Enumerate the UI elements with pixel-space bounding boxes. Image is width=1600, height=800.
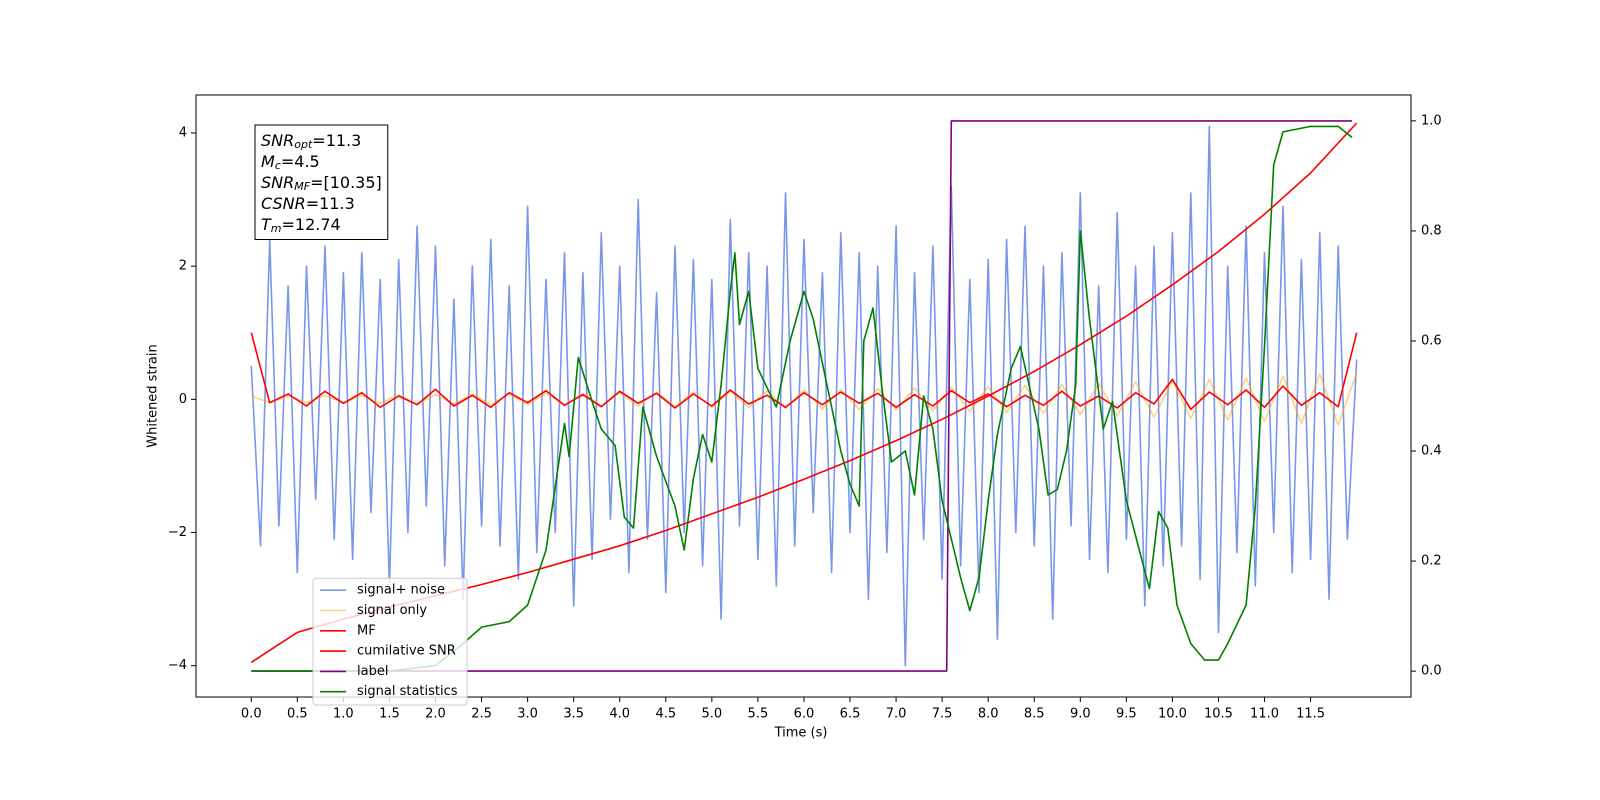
y-tick-label: −2 bbox=[168, 525, 187, 540]
x-tick-label: 3.5 bbox=[563, 707, 584, 722]
annotation-value: =12.74 bbox=[282, 215, 341, 234]
x-tick-label: 11.0 bbox=[1250, 707, 1279, 722]
plot-frame bbox=[195, 94, 1412, 698]
series-line bbox=[250, 332, 1358, 411]
y-tick-label: −4 bbox=[168, 658, 187, 673]
x-tick-label: 0.0 bbox=[241, 707, 262, 722]
x-tick-label: 11.5 bbox=[1296, 707, 1325, 722]
annotation-symbol: SNR bbox=[261, 173, 294, 192]
x-tick-label: 9.5 bbox=[1116, 707, 1137, 722]
x-tick-label: 1.5 bbox=[379, 707, 400, 722]
annotation-symbol: T bbox=[261, 215, 272, 234]
x-tick-label: 5.5 bbox=[748, 707, 769, 722]
legend-label: label bbox=[357, 664, 388, 679]
annotation-value: =11.3 bbox=[306, 194, 355, 213]
annotation-line: SNRopt=11.3 bbox=[261, 131, 361, 152]
annotation-box bbox=[254, 124, 389, 240]
x-tick-label: 6.0 bbox=[794, 707, 815, 722]
annotation-line: Mc=4.5 bbox=[261, 152, 320, 173]
legend-label: signal+ noise bbox=[357, 583, 445, 598]
annotation-value: =[10.35] bbox=[310, 173, 382, 192]
x-tick-label: 9.0 bbox=[1070, 707, 1091, 722]
y-axis-label: Whitened strain bbox=[146, 344, 161, 447]
legend-label: signal statistics bbox=[357, 684, 458, 699]
annotation-subscript: c bbox=[275, 159, 281, 172]
x-tick-label: 5.0 bbox=[702, 707, 723, 722]
x-tick-label: 6.5 bbox=[840, 707, 861, 722]
y2-tick-label: 0.2 bbox=[1421, 554, 1442, 569]
legend-label: MF bbox=[357, 623, 376, 638]
x-tick-label: 0.5 bbox=[287, 707, 308, 722]
annotation-symbol: M bbox=[261, 152, 275, 171]
annotation-symbol: SNR bbox=[261, 131, 294, 150]
series-line bbox=[251, 120, 1352, 672]
x-tick-label: 4.5 bbox=[655, 707, 676, 722]
y2-tick-label: 0.6 bbox=[1421, 333, 1442, 348]
x-tick-label: 2.0 bbox=[425, 707, 446, 722]
annotation-line: SNRMF=[10.35] bbox=[261, 173, 382, 194]
annotation-line: Tm=12.74 bbox=[261, 215, 341, 236]
legend: signal+ noise signal only MF cumilative SNR… bbox=[312, 577, 468, 706]
x-tick-label: 7.5 bbox=[932, 707, 953, 722]
x-tick-label: 10.5 bbox=[1204, 707, 1233, 722]
y-tick-label: 2 bbox=[179, 259, 187, 274]
x-tick-label: 8.0 bbox=[978, 707, 999, 722]
annotation-subscript: opt bbox=[294, 138, 313, 151]
series-line bbox=[251, 125, 1353, 672]
x-tick-label: 3.0 bbox=[517, 707, 538, 722]
legend-label: signal only bbox=[357, 603, 427, 618]
y-tick-label: 0 bbox=[179, 392, 187, 407]
y2-tick-label: 0.8 bbox=[1421, 223, 1442, 238]
series-line bbox=[250, 125, 1358, 667]
x-tick-label: 8.5 bbox=[1024, 707, 1045, 722]
y2-tick-label: 1.0 bbox=[1421, 113, 1442, 128]
y2-tick-label: 0.4 bbox=[1421, 444, 1442, 459]
x-tick-label: 2.5 bbox=[471, 707, 492, 722]
annotation-value: =4.5 bbox=[281, 152, 320, 171]
annotation-line: CSNR=11.3 bbox=[261, 194, 355, 213]
y2-tick-label: 0.0 bbox=[1421, 664, 1442, 679]
annotation-subscript: m bbox=[271, 222, 282, 235]
annotation-symbol: CSNR bbox=[261, 194, 306, 213]
annotation-value: =11.3 bbox=[312, 131, 361, 150]
x-tick-label: 1.0 bbox=[333, 707, 354, 722]
y-tick-label: 4 bbox=[179, 125, 187, 140]
x-tick-label: 7.0 bbox=[886, 707, 907, 722]
x-axis-label: Time (s) bbox=[774, 726, 828, 741]
legend-label: cumilative SNR bbox=[357, 644, 456, 659]
annotation-subscript: MF bbox=[294, 180, 310, 193]
legend-box bbox=[312, 577, 468, 706]
x-tick-label: 4.0 bbox=[609, 707, 630, 722]
x-tick-label: 10.0 bbox=[1158, 707, 1187, 722]
annotation: SNRopt=11.3Mc=4.5SNRMF=[10.35]CSNR=11.3T… bbox=[254, 124, 389, 240]
